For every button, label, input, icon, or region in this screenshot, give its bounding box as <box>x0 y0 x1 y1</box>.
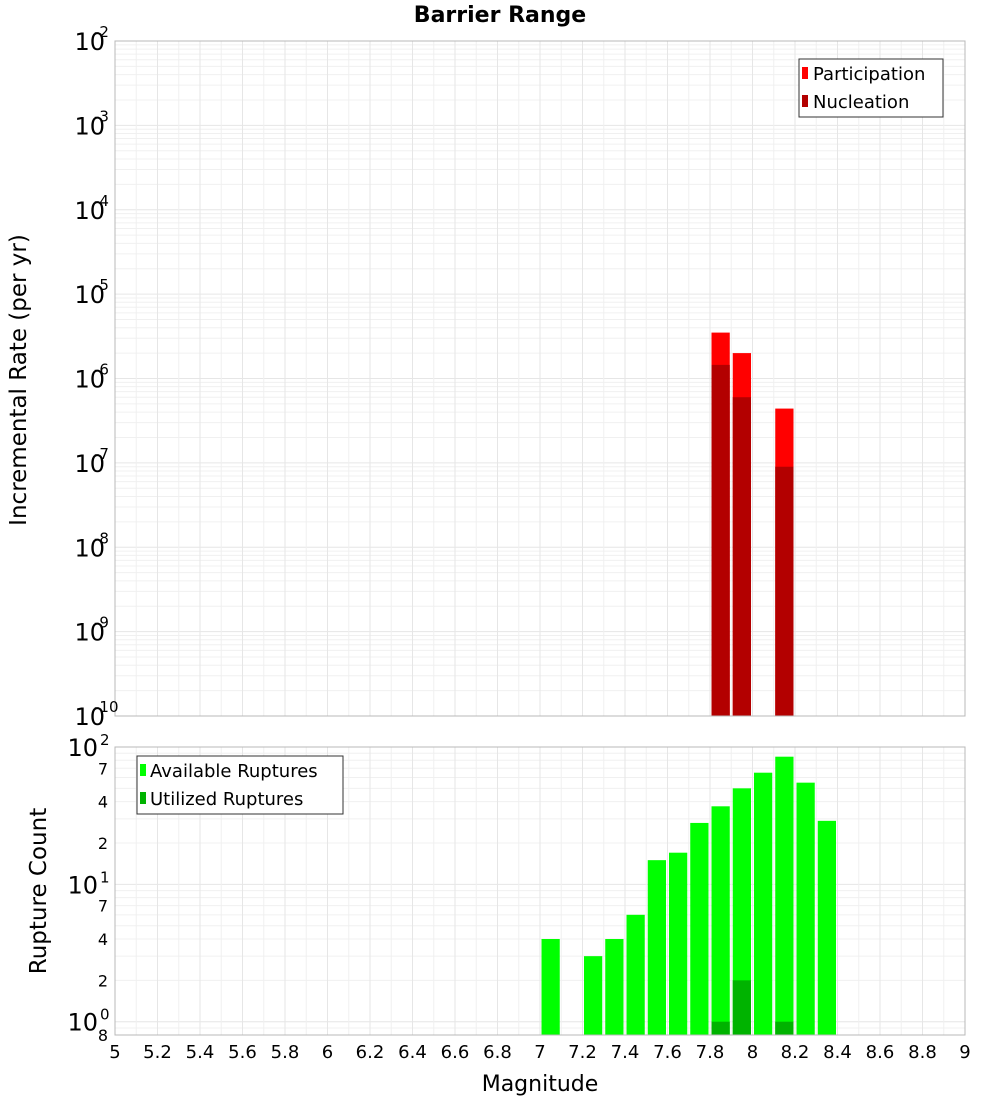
rate-y-tick-exponent: -7 <box>94 445 109 463</box>
count-bars <box>541 756 836 1035</box>
x-tick-label: 8.2 <box>781 1042 810 1063</box>
count-y-minor-tick-label: 2 <box>98 834 108 853</box>
x-tick-label: 7.4 <box>611 1042 640 1063</box>
x-tick-label: 5.2 <box>143 1042 172 1063</box>
rate-y-tick-label: 10 <box>74 28 105 56</box>
count-y-minor-tick-label: 4 <box>98 793 108 812</box>
bar-available-ruptures <box>711 806 730 1035</box>
rate-y-tick-exponent: -5 <box>94 276 109 294</box>
bar-available-ruptures <box>690 822 709 1035</box>
rate-y-tick-exponent: -9 <box>94 614 109 632</box>
count-y-minor-tick-label: 7 <box>98 897 108 916</box>
x-tick-label: 8.4 <box>823 1042 852 1063</box>
x-tick-label: 7 <box>534 1042 545 1063</box>
x-tick-label: 7.6 <box>653 1042 682 1063</box>
bar-available-ruptures <box>754 772 773 1035</box>
count-y-tick-exponent: 0 <box>100 1006 110 1024</box>
count-y-axis-label: Rupture Count <box>26 808 52 974</box>
legend-nucleation-swatch <box>802 95 808 107</box>
x-tick-label: 5.8 <box>271 1042 300 1063</box>
legend-available-swatch <box>140 764 146 776</box>
x-tick-label: 6.2 <box>356 1042 385 1063</box>
legend-participation-swatch <box>802 67 808 79</box>
bar-nucleation <box>711 364 730 716</box>
rate-y-tick-label: 10 <box>74 534 105 562</box>
count-y-minor-tick-label: 7 <box>98 759 108 778</box>
bar-utilized-ruptures <box>775 1021 794 1035</box>
x-tick-label: 6.8 <box>483 1042 512 1063</box>
x-tick-label: 7.8 <box>696 1042 725 1063</box>
count-y-tick-label: 10 <box>67 871 98 899</box>
bar-utilized-ruptures <box>711 1021 730 1035</box>
legend-utilized-swatch <box>140 792 146 804</box>
rate-bars <box>711 332 794 716</box>
x-tick-label: 8.8 <box>908 1042 937 1063</box>
bar-available-ruptures <box>817 820 836 1035</box>
rate-y-tick-label: 10 <box>74 281 105 309</box>
rate-plot-frame <box>114 40 966 717</box>
count-y-tick-label: 10 <box>67 734 98 762</box>
rate-y-tick-exponent: -10 <box>94 698 119 716</box>
rate-y-tick-label: 10 <box>74 197 105 225</box>
bar-available-ruptures <box>669 852 688 1035</box>
x-tick-label: 5.4 <box>186 1042 215 1063</box>
chart-title: Barrier Range <box>414 3 586 28</box>
count-y-minor-tick-label: 8 <box>98 1026 108 1045</box>
legend-participation-label: Participation <box>813 64 925 85</box>
x-axis-ticks: 5 5.2 5.4 5.6 5.8 6 6.2 6.4 6.6 6.8 7 7.2 7.4 7.6 7.8 8… <box>109 1042 970 1063</box>
count-y-tick-label: 10 <box>67 1009 98 1037</box>
count-legend-box <box>136 755 344 815</box>
rate-grid <box>114 40 966 717</box>
rate-y-tick-exponent: -8 <box>94 529 109 547</box>
rate-y-tick-exponent: -2 <box>94 23 109 41</box>
bar-available-ruptures <box>647 860 666 1035</box>
legend-nucleation-label: Nucleation <box>813 92 909 113</box>
bar-available-ruptures <box>541 939 560 1035</box>
x-tick-label: 9 <box>959 1042 970 1063</box>
bar-available-ruptures <box>775 756 794 1035</box>
bar-nucleation <box>732 397 751 716</box>
count-legend: Available Ruptures Utilized Ruptures <box>136 755 344 815</box>
bar-available-ruptures <box>796 782 815 1035</box>
legend-utilized-label: Utilized Ruptures <box>150 789 303 810</box>
x-tick-label: 6 <box>322 1042 333 1063</box>
bar-available-ruptures <box>584 956 603 1035</box>
rate-y-tick-label: 10 <box>74 619 105 647</box>
rate-y-tick-label: 10 <box>74 450 105 478</box>
rate-y-tick-exponent: -6 <box>94 361 109 379</box>
bar-nucleation <box>775 466 794 716</box>
rate-y-tick-label: 10 <box>74 366 105 394</box>
count-plot-frame <box>114 746 966 1036</box>
count-y-minor-tick-label: 4 <box>98 930 108 949</box>
bar-utilized-ruptures <box>732 980 751 1035</box>
rate-legend: Participation Nucleation <box>798 58 944 118</box>
bar-available-ruptures <box>626 914 645 1035</box>
rate-y-tick-label: 10 <box>74 703 105 731</box>
rate-y-tick-label: 10 <box>74 112 105 140</box>
bar-available-ruptures <box>605 939 624 1035</box>
rate-y-axis-label: Incremental Rate (per yr) <box>6 234 32 526</box>
count-y-tick-exponent: 2 <box>100 731 110 749</box>
count-y-tick-exponent: 1 <box>100 868 110 886</box>
bar-available-ruptures <box>732 788 751 1035</box>
rate-legend-box <box>798 58 944 118</box>
x-tick-label: 6.4 <box>398 1042 427 1063</box>
x-tick-label: 8.6 <box>866 1042 895 1063</box>
rate-y-tick-exponent: -4 <box>94 192 109 210</box>
x-tick-label: 8 <box>747 1042 758 1063</box>
legend-available-label: Available Ruptures <box>150 761 318 782</box>
x-tick-label: 6.6 <box>441 1042 470 1063</box>
x-tick-label: 5 <box>109 1042 120 1063</box>
rate-y-tick-exponent: -3 <box>94 107 109 125</box>
count-y-minor-tick-label: 2 <box>98 971 108 990</box>
x-tick-label: 7.2 <box>568 1042 597 1063</box>
x-axis-label: Magnitude <box>482 1072 599 1097</box>
x-tick-label: 5.6 <box>228 1042 257 1063</box>
